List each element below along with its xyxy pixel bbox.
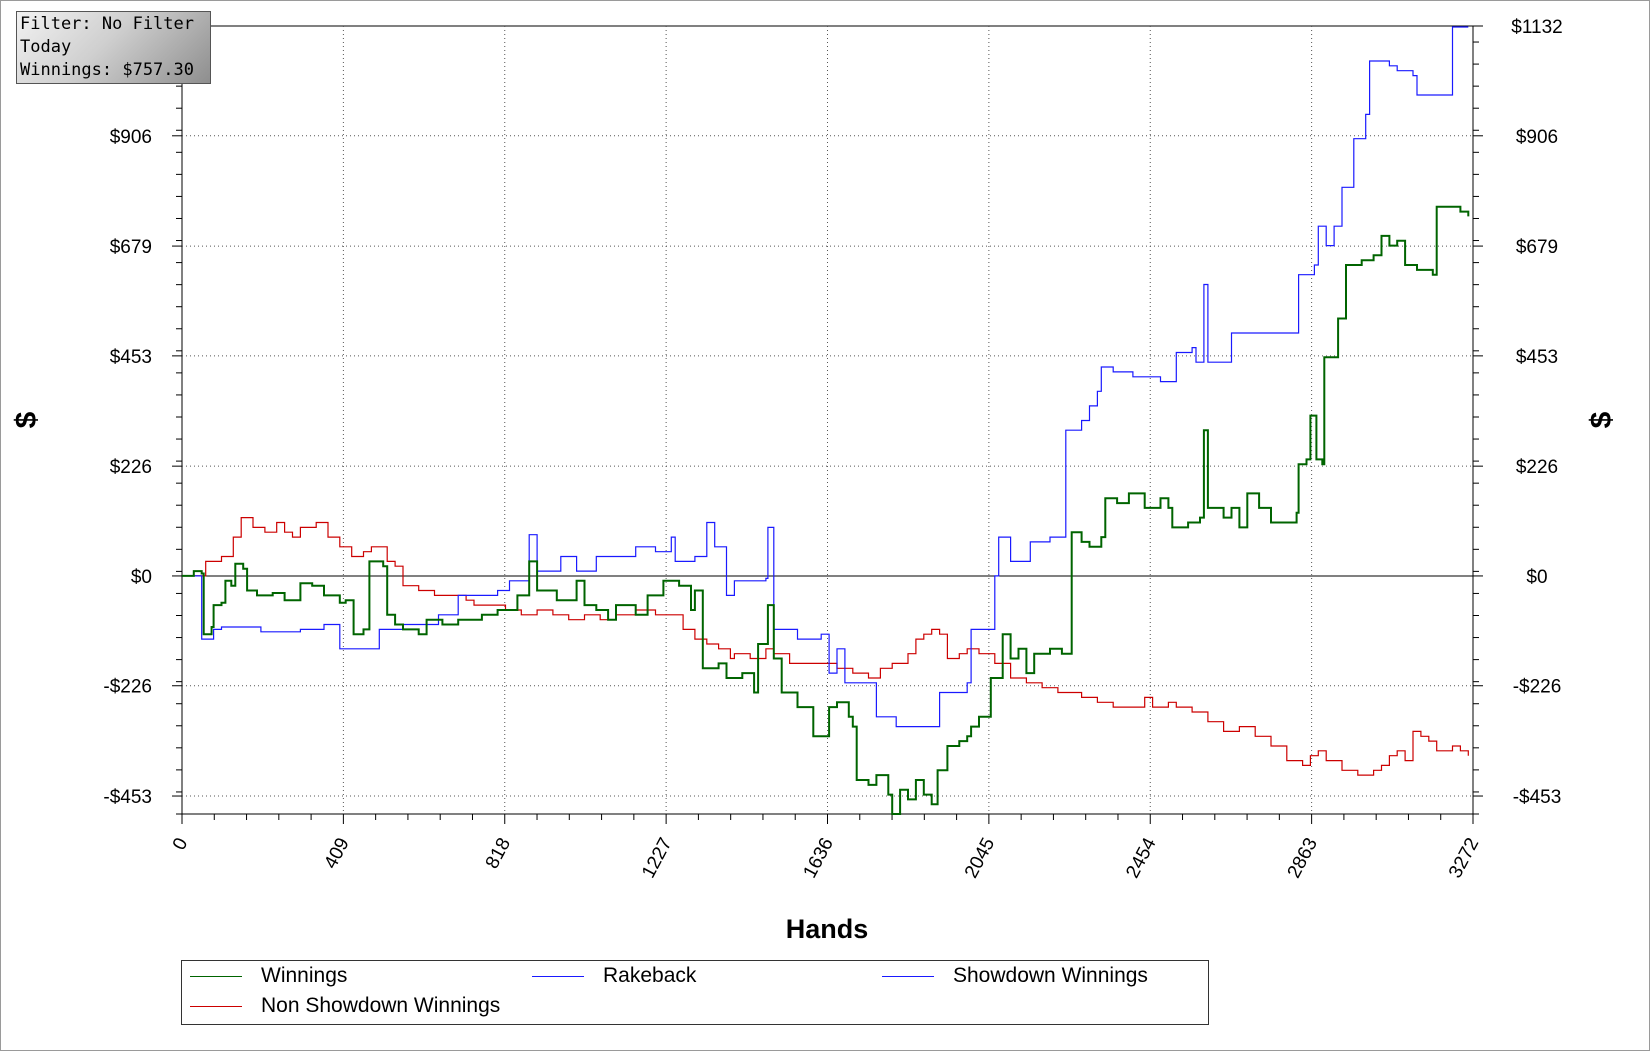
right-y-tick-label: $906 (1516, 127, 1558, 148)
x-tick-label: 409 (320, 834, 353, 872)
winnings-total-line: Winnings: $757.30 (20, 59, 210, 82)
left-y-tick-label: -$226 (103, 677, 152, 698)
filter-line: Filter: No Filter (20, 13, 210, 36)
left-y-tick-label: $226 (110, 457, 152, 478)
x-tick-label: 2863 (1284, 834, 1322, 881)
period-line: Today (20, 36, 210, 59)
legend-item-non-showdown-winnings: Non Showdown Winnings (190, 994, 500, 1018)
legend-item-rakeback: Rakeback (532, 964, 696, 988)
legend-item-showdown-winnings: Showdown Winnings (882, 964, 1148, 988)
legend-swatch (190, 976, 242, 977)
legend-label: Winnings (261, 964, 347, 988)
plot-area (182, 26, 1473, 814)
left-y-tick-label: -$453 (103, 787, 152, 808)
left-y-tick-label: $906 (110, 127, 152, 148)
left-y-tick-label: $0 (131, 567, 152, 588)
right-y-tick-label: $226 (1516, 457, 1558, 478)
legend-swatch (190, 1006, 242, 1007)
x-tick-label: 2454 (1122, 834, 1161, 882)
chart-legend: Winnings Rakeback Showdown Winnings Non Sho… (181, 960, 1209, 1025)
x-tick-label: 0 (169, 834, 193, 853)
legend-item-winnings: Winnings (190, 964, 347, 988)
left-y-tick-label: $453 (110, 347, 152, 368)
right-y-tick-label: -$453 (1513, 787, 1562, 808)
right-y-tick-label: $1132 (1511, 17, 1562, 38)
x-tick-label: 818 (482, 834, 515, 872)
filter-info-box: Filter: No Filter Today Winnings: $757.3… (16, 11, 211, 84)
legend-swatch (532, 976, 584, 977)
legend-label: Rakeback (603, 964, 696, 988)
right-y-tick-label: $453 (1516, 347, 1558, 368)
left-y-axis-title: $ (10, 411, 43, 428)
right-y-axis-title: $ (1585, 411, 1618, 428)
left-y-tick-label: $679 (110, 237, 152, 258)
right-y-tick-label: $679 (1516, 237, 1558, 258)
legend-label: Non Showdown Winnings (261, 994, 500, 1018)
x-tick-label: 2045 (961, 834, 999, 881)
x-tick-label: 3272 (1445, 834, 1483, 881)
x-axis-title: Hands (786, 914, 869, 944)
right-y-tick-label: -$226 (1513, 677, 1562, 698)
x-tick-label: 1227 (638, 834, 676, 881)
right-y-tick-label: $0 (1526, 567, 1547, 588)
legend-swatch (882, 976, 934, 977)
x-tick-label: 1636 (800, 834, 838, 881)
legend-label: Showdown Winnings (953, 964, 1148, 988)
